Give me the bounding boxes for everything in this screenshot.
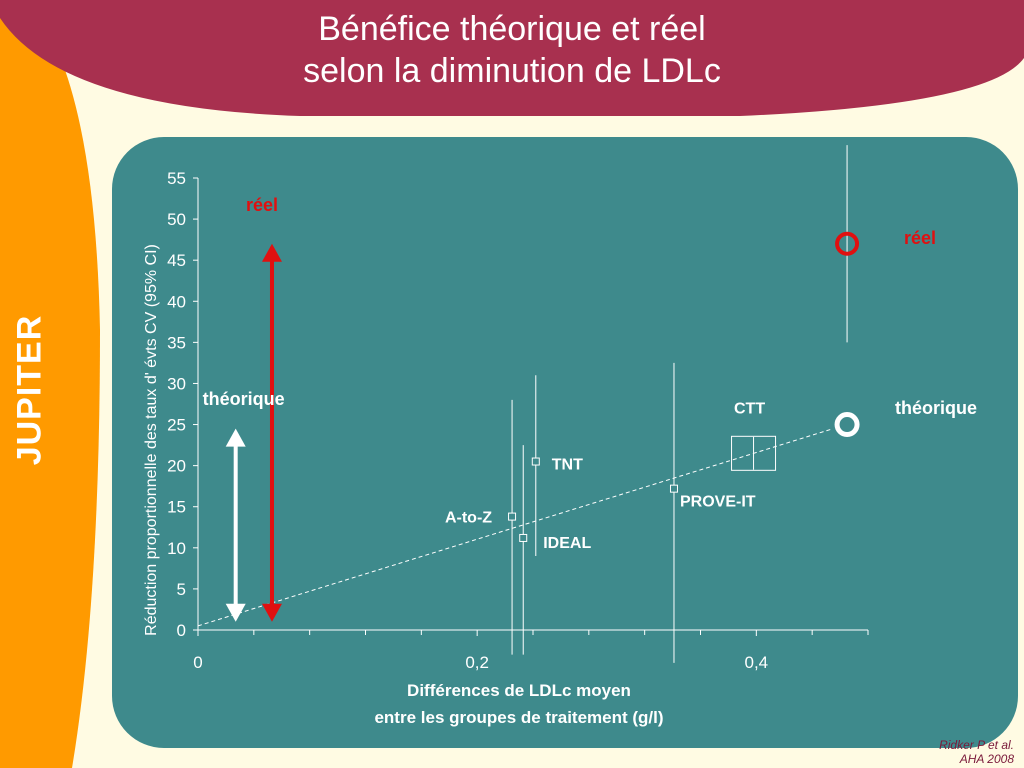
x-tick-label: 0,4 xyxy=(745,653,769,672)
y-axis-title: Réduction proportionnelle des taux d' év… xyxy=(143,244,160,636)
jupiter-theoretical-label: théorique xyxy=(895,398,977,418)
trend-line xyxy=(197,428,834,627)
arrow-real-head-down xyxy=(261,603,282,622)
side-band xyxy=(0,0,100,768)
trial-label-tnt: TNT xyxy=(552,457,583,474)
trial-label-ideal: IDEAL xyxy=(543,535,591,552)
title-line-2: selon la diminution de LDLc xyxy=(303,52,721,90)
chart-panel xyxy=(112,137,1018,748)
y-tick-label: 20 xyxy=(167,457,186,476)
citation-source: AHA 2008 xyxy=(959,752,1014,766)
jupiter-real-marker xyxy=(835,231,860,256)
y-tick-label: 50 xyxy=(167,210,186,229)
y-tick-label: 30 xyxy=(167,374,186,393)
y-tick-label: 5 xyxy=(177,580,186,599)
y-tick-label: 25 xyxy=(167,416,186,435)
title-line-1: Bénéfice théorique et réel xyxy=(318,10,706,48)
arrow-theoretical-head-down xyxy=(225,603,246,622)
trial-point-a-to-z xyxy=(508,512,517,521)
arrow-theoretical-label: théorique xyxy=(203,389,285,409)
y-tick-label: 35 xyxy=(167,333,186,352)
citation-author: Ridker P et al. xyxy=(939,738,1014,752)
trial-label-a-to-z: A-to-Z xyxy=(445,510,492,527)
y-tick-label: 40 xyxy=(167,292,186,311)
chart: 0 5 10 15 20 25 30 35 40 45 50 55 0 0,2 0,4 Différences… xyxy=(143,145,977,727)
jupiter-side-label: JUPITER xyxy=(10,314,49,466)
trial-point-ideal xyxy=(519,533,528,542)
citation: Ridker P et al. AHA 2008 xyxy=(939,738,1014,766)
jupiter-real-label: réel xyxy=(904,228,936,248)
arrow-real-label: réel xyxy=(246,195,278,215)
y-tick-label: 15 xyxy=(167,498,186,517)
trial-label-ctt: CTT xyxy=(734,400,765,417)
arrow-theoretical-head-up xyxy=(225,428,246,447)
x-axis-title-line-2: entre les groupes de traitement (g/l) xyxy=(374,708,663,727)
y-tick-label: 0 xyxy=(177,621,186,640)
trial-point-tnt xyxy=(531,457,540,466)
arrow-real-head-up xyxy=(261,243,282,262)
x-axis-title-line-1: Différences de LDLc moyen xyxy=(407,681,631,700)
slide-title: Bénéfice théorique et réel selon la dimi… xyxy=(0,8,1024,92)
trial-point-prove-it xyxy=(669,484,678,493)
title-banner xyxy=(0,0,1024,116)
jupiter-theoretical-marker xyxy=(834,412,860,438)
trial-point-ctt xyxy=(731,435,777,471)
x-tick-label: 0 xyxy=(193,653,202,672)
y-tick-label: 45 xyxy=(167,251,186,270)
x-tick-label: 0,2 xyxy=(465,653,489,672)
trial-label-prove-it: PROVE-IT xyxy=(680,494,756,511)
y-tick-label: 55 xyxy=(167,169,186,188)
y-tick-label: 10 xyxy=(167,539,186,558)
